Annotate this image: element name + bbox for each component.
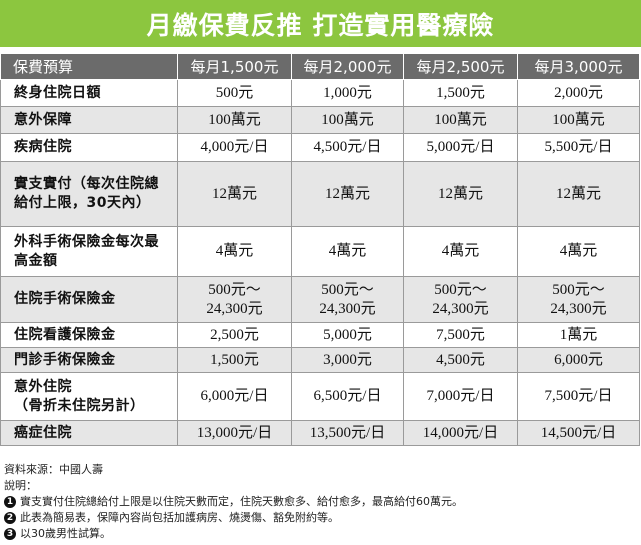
table-cell: 500元～ 24,300元 bbox=[177, 276, 292, 323]
table-row: 實支實付（每次住院總給付上限，30天內） 12萬元 12萬元 12萬元 12萬元 bbox=[0, 161, 640, 227]
table-cell: 7,000元/日 bbox=[403, 372, 518, 421]
table-cell: 4萬元 bbox=[403, 226, 518, 277]
table-cell: 500元～ 24,300元 bbox=[403, 276, 518, 323]
notes-section: 資料來源：中國人壽 說明： 1 實支實付住院總給付上限是以住院天數而定，住院天數… bbox=[4, 462, 636, 542]
table-cell: 1,500元 bbox=[177, 347, 292, 373]
table-cell: 5,000元/日 bbox=[403, 133, 518, 162]
table-cell: 5,500元/日 bbox=[517, 133, 640, 162]
table-cell: 6,000元 bbox=[517, 347, 640, 373]
table-cell: 14,500元/日 bbox=[517, 420, 640, 446]
table-cell: 4,000元/日 bbox=[177, 133, 292, 162]
header-plan-1500: 每月1,500元 bbox=[177, 53, 292, 80]
table-cell: 14,000元/日 bbox=[403, 420, 518, 446]
table-row: 住院看護保險金 2,500元 5,000元 7,500元 1萬元 bbox=[0, 322, 640, 348]
table-cell: 100萬元 bbox=[291, 106, 404, 134]
table-cell: 12萬元 bbox=[403, 161, 518, 227]
header-plan-2000: 每月2,000元 bbox=[291, 53, 404, 80]
table-cell: 4萬元 bbox=[177, 226, 292, 277]
note-text: 此表為簡易表，保障內容尚包括加護病房、燒燙傷、豁免附約等。 bbox=[20, 511, 339, 524]
table-cell: 6,000元/日 bbox=[177, 372, 292, 421]
cell-text: 500元～ 24,300元 bbox=[319, 281, 376, 317]
table-cell: 1,500元 bbox=[403, 79, 518, 107]
table-cell: 4萬元 bbox=[517, 226, 640, 277]
table-header-row: 保費預算 每月1,500元 每月2,000元 每月2,500元 每月3,000元 bbox=[0, 53, 640, 80]
row-label: 終身住院日額 bbox=[0, 79, 178, 107]
table-cell: 500元 bbox=[177, 79, 292, 107]
table-cell: 5,000元 bbox=[291, 322, 404, 348]
notes-heading: 說明： bbox=[4, 479, 37, 492]
note-item: 2 此表為簡易表，保障內容尚包括加護病房、燒燙傷、豁免附約等。 bbox=[4, 510, 636, 526]
title-bar: 月繳保費反推 打造實用醫療險 bbox=[0, 0, 641, 47]
table-cell: 1萬元 bbox=[517, 322, 640, 348]
header-plan-3000: 每月3,000元 bbox=[517, 53, 640, 80]
table-cell: 100萬元 bbox=[403, 106, 518, 134]
table-row: 癌症住院 13,000元/日 13,500元/日 14,000元/日 14,50… bbox=[0, 420, 640, 446]
table-cell: 4萬元 bbox=[291, 226, 404, 277]
table-cell: 7,500元 bbox=[403, 322, 518, 348]
table-cell: 13,000元/日 bbox=[177, 420, 292, 446]
cell-text: 500元～ 24,300元 bbox=[206, 281, 263, 317]
row-label: 意外住院 （骨折未住院另計） bbox=[0, 372, 178, 421]
number-1-icon: 1 bbox=[4, 496, 16, 508]
table-row: 意外保障 100萬元 100萬元 100萬元 100萬元 bbox=[0, 106, 640, 134]
header-budget-label: 保費預算 bbox=[0, 53, 178, 80]
cell-text: 500元～ 24,300元 bbox=[432, 281, 489, 317]
row-label: 住院看護保險金 bbox=[0, 322, 178, 348]
page-title: 月繳保費反推 打造實用醫療險 bbox=[146, 10, 495, 40]
note-text: 實支實付住院總給付上限是以住院天數而定，住院天數愈多、給付愈多，最高給付60萬元… bbox=[20, 495, 463, 508]
table-cell: 12萬元 bbox=[291, 161, 404, 227]
table-row: 終身住院日額 500元 1,000元 1,500元 2,000元 bbox=[0, 79, 640, 107]
table-cell: 100萬元 bbox=[177, 106, 292, 134]
table-cell: 6,500元/日 bbox=[291, 372, 404, 421]
table-row: 住院手術保險金 500元～ 24,300元 500元～ 24,300元 500元… bbox=[0, 276, 640, 323]
table-cell: 500元～ 24,300元 bbox=[517, 276, 640, 323]
insurance-table: 保費預算 每月1,500元 每月2,000元 每月2,500元 每月3,000元… bbox=[0, 53, 640, 446]
table-cell: 3,000元 bbox=[291, 347, 404, 373]
note-item: 1 實支實付住院總給付上限是以住院天數而定，住院天數愈多、給付愈多，最高給付60… bbox=[4, 494, 636, 510]
note-item: 3 以30歲男性試算。 bbox=[4, 526, 636, 542]
table-cell: 12萬元 bbox=[177, 161, 292, 227]
table-cell: 1,000元 bbox=[291, 79, 404, 107]
table-row: 意外住院 （骨折未住院另計） 6,000元/日 6,500元/日 7,000元/… bbox=[0, 372, 640, 421]
table-cell: 2,500元 bbox=[177, 322, 292, 348]
row-label: 疾病住院 bbox=[0, 133, 178, 162]
row-label: 癌症住院 bbox=[0, 420, 178, 446]
row-label: 實支實付（每次住院總給付上限，30天內） bbox=[0, 161, 178, 227]
source-note: 資料來源：中國人壽 bbox=[4, 463, 103, 476]
table-cell: 4,500元 bbox=[403, 347, 518, 373]
row-label: 意外保障 bbox=[0, 106, 178, 134]
number-3-icon: 3 bbox=[4, 528, 16, 540]
table-cell: 2,000元 bbox=[517, 79, 640, 107]
table-row: 疾病住院 4,000元/日 4,500元/日 5,000元/日 5,500元/日 bbox=[0, 133, 640, 162]
table-cell: 7,500元/日 bbox=[517, 372, 640, 421]
row-label: 門診手術保險金 bbox=[0, 347, 178, 373]
table-cell: 12萬元 bbox=[517, 161, 640, 227]
note-text: 以30歲男性試算。 bbox=[20, 527, 111, 540]
table-cell: 4,500元/日 bbox=[291, 133, 404, 162]
table-cell: 100萬元 bbox=[517, 106, 640, 134]
table-cell: 13,500元/日 bbox=[291, 420, 404, 446]
row-label-text: 意外住院 （骨折未住院另計） bbox=[14, 378, 145, 414]
header-plan-2500: 每月2,500元 bbox=[403, 53, 518, 80]
table-cell: 500元～ 24,300元 bbox=[291, 276, 404, 323]
table-row: 外科手術保險金每次最高金額 4萬元 4萬元 4萬元 4萬元 bbox=[0, 226, 640, 277]
cell-text: 500元～ 24,300元 bbox=[550, 281, 607, 317]
number-2-icon: 2 bbox=[4, 512, 16, 524]
row-label: 住院手術保險金 bbox=[0, 276, 178, 323]
row-label: 外科手術保險金每次最高金額 bbox=[0, 226, 178, 277]
table-row: 門診手術保險金 1,500元 3,000元 4,500元 6,000元 bbox=[0, 347, 640, 373]
